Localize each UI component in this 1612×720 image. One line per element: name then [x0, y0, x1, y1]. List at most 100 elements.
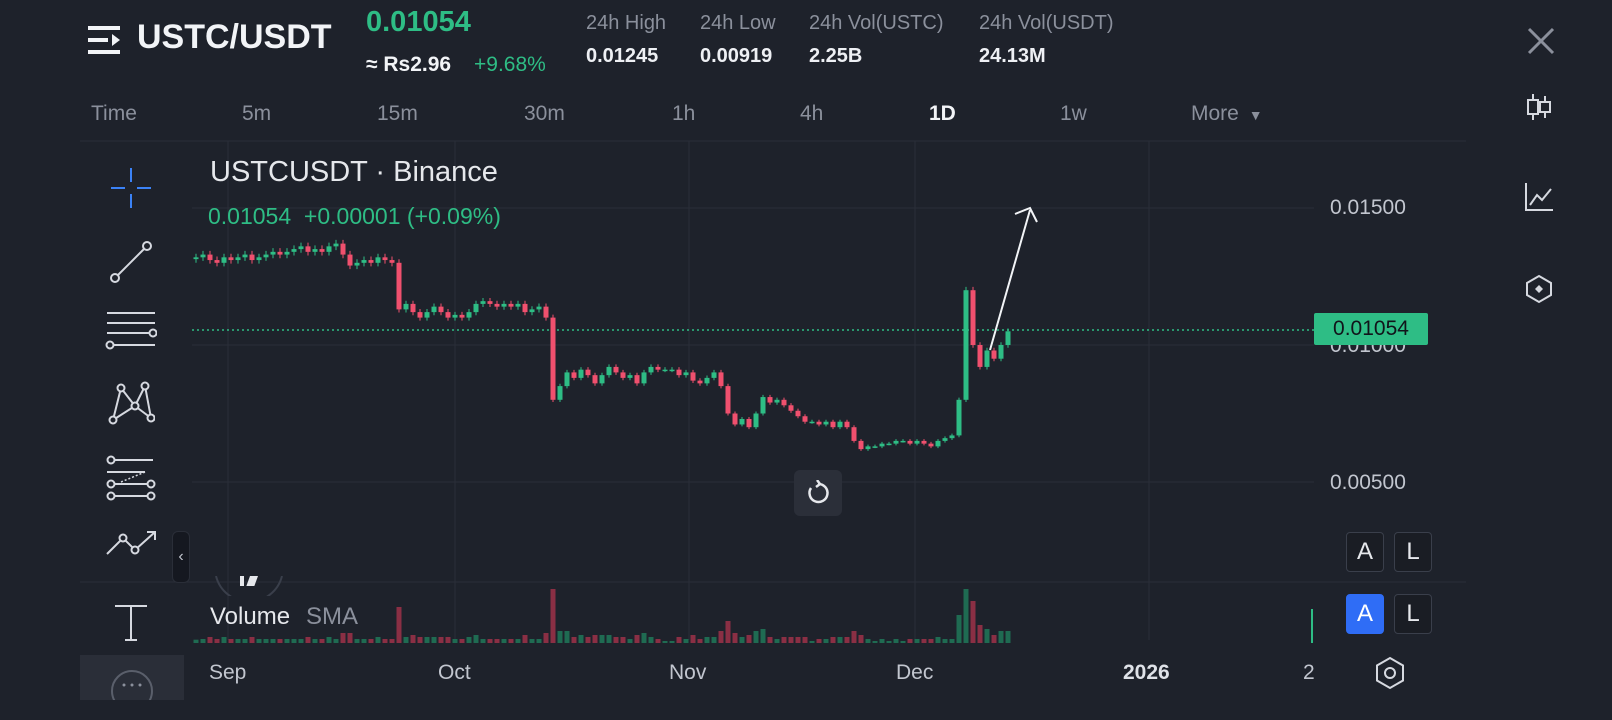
x-tick-label: Oct [438, 661, 471, 684]
volume-bar [655, 639, 661, 643]
volume-bar [382, 639, 388, 643]
reset-chart-button[interactable] [794, 470, 842, 516]
candle [375, 257, 381, 263]
volume-bar [424, 637, 430, 643]
more-dots-icon [111, 670, 153, 712]
auto-scale-button[interactable]: A [1346, 532, 1384, 572]
volume-bar [760, 629, 766, 643]
tab-5m[interactable]: 5m [242, 102, 272, 125]
candle [361, 260, 367, 263]
candle [970, 290, 976, 345]
candle [235, 257, 241, 261]
x-tick-label: Nov [669, 661, 707, 684]
tab-1w[interactable]: 1w [1060, 102, 1087, 125]
candle [326, 246, 332, 252]
candle [1005, 331, 1011, 345]
volume-bar [823, 639, 829, 643]
close-icon[interactable] [1525, 25, 1557, 57]
last-price: 0.01054 [366, 6, 471, 38]
volume-bar [746, 635, 752, 643]
trend-arrow[interactable] [989, 209, 1031, 351]
candle [907, 440, 913, 444]
volume-auto-scale-button[interactable]: A [1346, 594, 1384, 634]
volume-bar [690, 635, 696, 643]
candle [823, 421, 829, 425]
volume-bar [844, 637, 850, 643]
volume-bar [599, 635, 605, 643]
candle [578, 369, 584, 378]
candle [214, 260, 220, 263]
candle [564, 372, 570, 387]
volume-bar [592, 635, 598, 643]
candle [368, 260, 374, 263]
candle [347, 254, 353, 266]
candle [984, 350, 990, 367]
pair-title[interactable]: USTC/USDT [137, 18, 332, 56]
volume-bar [872, 641, 878, 643]
chart-symbol-title: USTCUSDT · Binance [210, 156, 498, 188]
volume-bar [431, 637, 437, 643]
volume-bar [410, 635, 416, 643]
more-tools-button[interactable] [80, 655, 184, 712]
volume-bar [970, 601, 976, 643]
candle [949, 435, 955, 439]
crosshair-tool[interactable] [105, 162, 157, 214]
candle [508, 303, 514, 307]
candle [221, 257, 227, 263]
candle [256, 257, 262, 261]
tab-1h[interactable]: 1h [672, 102, 696, 125]
trend-line-tool[interactable] [105, 236, 157, 288]
candle [389, 260, 395, 263]
candle [921, 440, 927, 444]
candle [459, 314, 465, 318]
candle [732, 413, 738, 425]
volume-bar [914, 639, 920, 643]
volume-bar [445, 637, 451, 643]
volume-bar [354, 639, 360, 643]
approx-price: ≈ Rs2.96 [366, 53, 452, 76]
candle [928, 443, 934, 447]
collapse-toolbar-button[interactable]: ‹ [172, 531, 190, 583]
volume-bar [634, 635, 640, 643]
candle [851, 427, 857, 441]
menu-icon[interactable] [88, 24, 120, 56]
volume-bar [767, 637, 773, 643]
candle [193, 257, 199, 260]
log-scale-button[interactable]: L [1394, 532, 1432, 572]
volume-bar [228, 639, 234, 643]
tab-15m[interactable]: 15m [377, 102, 418, 125]
candle [417, 312, 423, 318]
candle [942, 438, 948, 441]
path-icon [106, 531, 156, 555]
parallel-lines-icon [105, 312, 157, 350]
candle [494, 303, 500, 307]
candle [641, 372, 647, 384]
volume-bar [613, 637, 619, 643]
path-tool[interactable] [105, 522, 157, 574]
pattern-tool[interactable] [105, 378, 157, 430]
parallel-lines-tool[interactable] [105, 305, 157, 357]
volume-bar [480, 639, 486, 643]
tab-4h[interactable]: 4h [800, 102, 824, 125]
volume-bar [788, 637, 794, 643]
tab-more[interactable]: More ▼ [1191, 102, 1263, 126]
chart-settings-icon[interactable] [1372, 655, 1408, 691]
fib-tool[interactable] [105, 452, 157, 504]
volume-bar [809, 641, 815, 643]
indicators-button[interactable] [1520, 178, 1558, 216]
volume-log-scale-button[interactable]: L [1394, 594, 1432, 634]
volume-bar [949, 639, 955, 643]
text-tool[interactable] [105, 596, 157, 648]
tab-30m[interactable]: 30m [524, 102, 565, 125]
candle [200, 254, 206, 258]
volume-bar [515, 639, 521, 643]
candlestick-type-button[interactable] [1520, 88, 1558, 126]
tab-1d[interactable]: 1D [929, 102, 956, 125]
chart-settings-button[interactable] [1520, 270, 1558, 308]
candle [445, 312, 451, 318]
volume-bar [543, 633, 549, 643]
rotate-icon [808, 480, 829, 504]
candle [830, 421, 836, 428]
volume-bar [389, 639, 395, 643]
